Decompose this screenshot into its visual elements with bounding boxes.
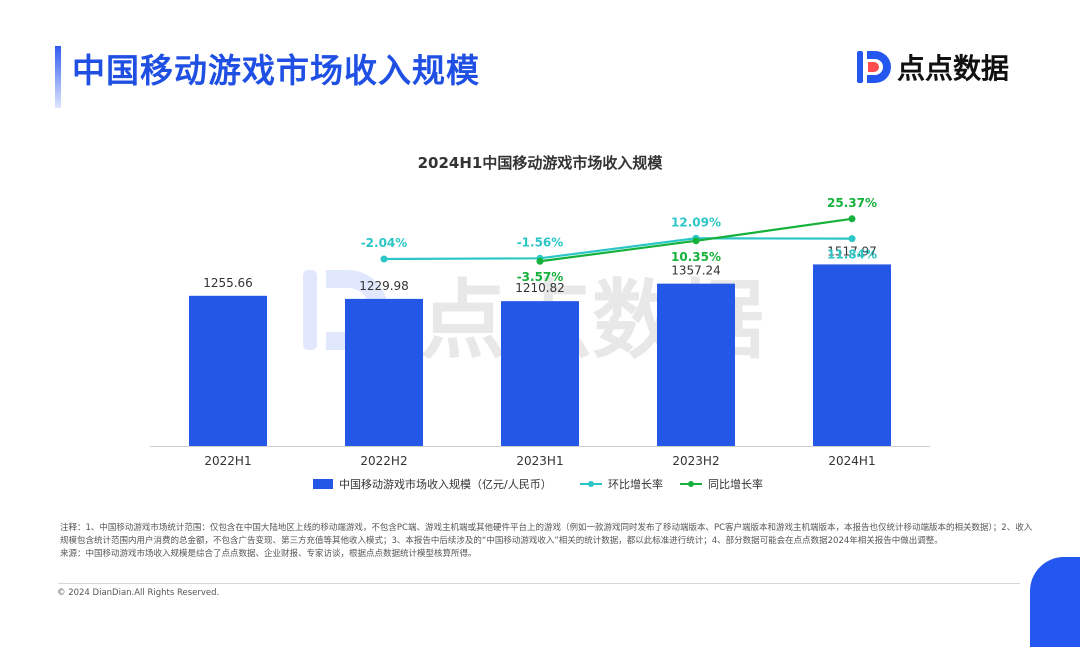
legend-dot-yoy: [688, 481, 694, 487]
legend-swatch-revenue: [313, 479, 333, 489]
footnote: 注释：1、中国移动游戏市场统计范围：仅包含在中国大陆地区上线的移动端游戏，不包含…: [60, 522, 1035, 561]
mom-label-2023H1: -1.56%: [517, 235, 564, 249]
yoy-label-2023H2: 10.35%: [671, 250, 721, 264]
yoy-point-2024H1: [848, 215, 856, 223]
footnote-source: 来源：中国移动游戏市场收入规模是综合了点点数据、企业财报、专家访谈，根据点点数据…: [60, 549, 477, 559]
x-tick-2024H1: 2024H1: [828, 454, 875, 468]
watermark-logo-icon: [303, 270, 317, 350]
bar-label-2022H1: 1255.66: [203, 276, 253, 290]
yoy-point-2023H2: [692, 237, 700, 245]
legend-label-mom: 环比增长率: [608, 477, 663, 491]
yoy-point-2023H1: [536, 257, 544, 265]
mom-label-2024H1: 11.84%: [827, 248, 877, 262]
page-title: 中国移动游戏市场收入规模: [72, 51, 480, 90]
bar-2022H2: [345, 298, 423, 446]
bar-label-2023H1: 1210.82: [515, 281, 565, 295]
title-accent-bar: [55, 46, 61, 108]
x-tick-2022H1: 2022H1: [204, 454, 251, 468]
x-tick-2023H1: 2023H1: [516, 454, 563, 468]
legend-dot-mom: [588, 481, 594, 487]
brand-name: 点点数据: [897, 52, 1010, 85]
yoy-label-2024H1: 25.37%: [827, 196, 877, 210]
chart-title: 2024H1中国移动游戏市场收入规模: [417, 154, 663, 172]
mom-label-2022H2: -2.04%: [361, 236, 408, 250]
mom-point-2024H1: [848, 235, 856, 243]
bar-2023H1: [501, 301, 579, 446]
x-tick-2023H2: 2023H2: [672, 454, 719, 468]
revenue-chart: 点点数据 1255.66 1229.98 1210.821357.241517.97…: [150, 196, 930, 491]
legend-label-yoy: 同比增长率: [708, 477, 763, 491]
bar-label-2024H1: 1517.97: [827, 244, 877, 258]
diandian-logo-icon: [857, 51, 891, 83]
bar-2024H1: [813, 264, 891, 446]
bar-label-2023H2: 1357.24: [671, 264, 721, 278]
legend-label-revenue: 中国移动游戏市场收入规模（亿元/人民币）: [339, 477, 552, 491]
corner-decoration: [1030, 557, 1080, 647]
yoy-label-2023H1: -3.57%: [517, 270, 564, 284]
bar-2023H2: [657, 283, 735, 446]
mom-point-2022H2: [380, 255, 388, 263]
bar-label-2022H2: 1229.98: [359, 279, 409, 293]
x-tick-2022H2: 2022H2: [360, 454, 407, 468]
footer-divider: [58, 583, 1020, 584]
copyright: © 2024 DianDian.All Rights Reserved.: [57, 588, 220, 598]
bar-2022H1: [189, 295, 267, 446]
brand-logo: 点点数据: [855, 47, 1009, 87]
mom-label-2023H2: 12.09%: [671, 215, 721, 229]
line-mom: [383, 237, 853, 261]
footnote-note: 注释：1、中国移动游戏市场统计范围：仅包含在中国大陆地区上线的移动端游戏，不包含…: [60, 523, 1033, 546]
